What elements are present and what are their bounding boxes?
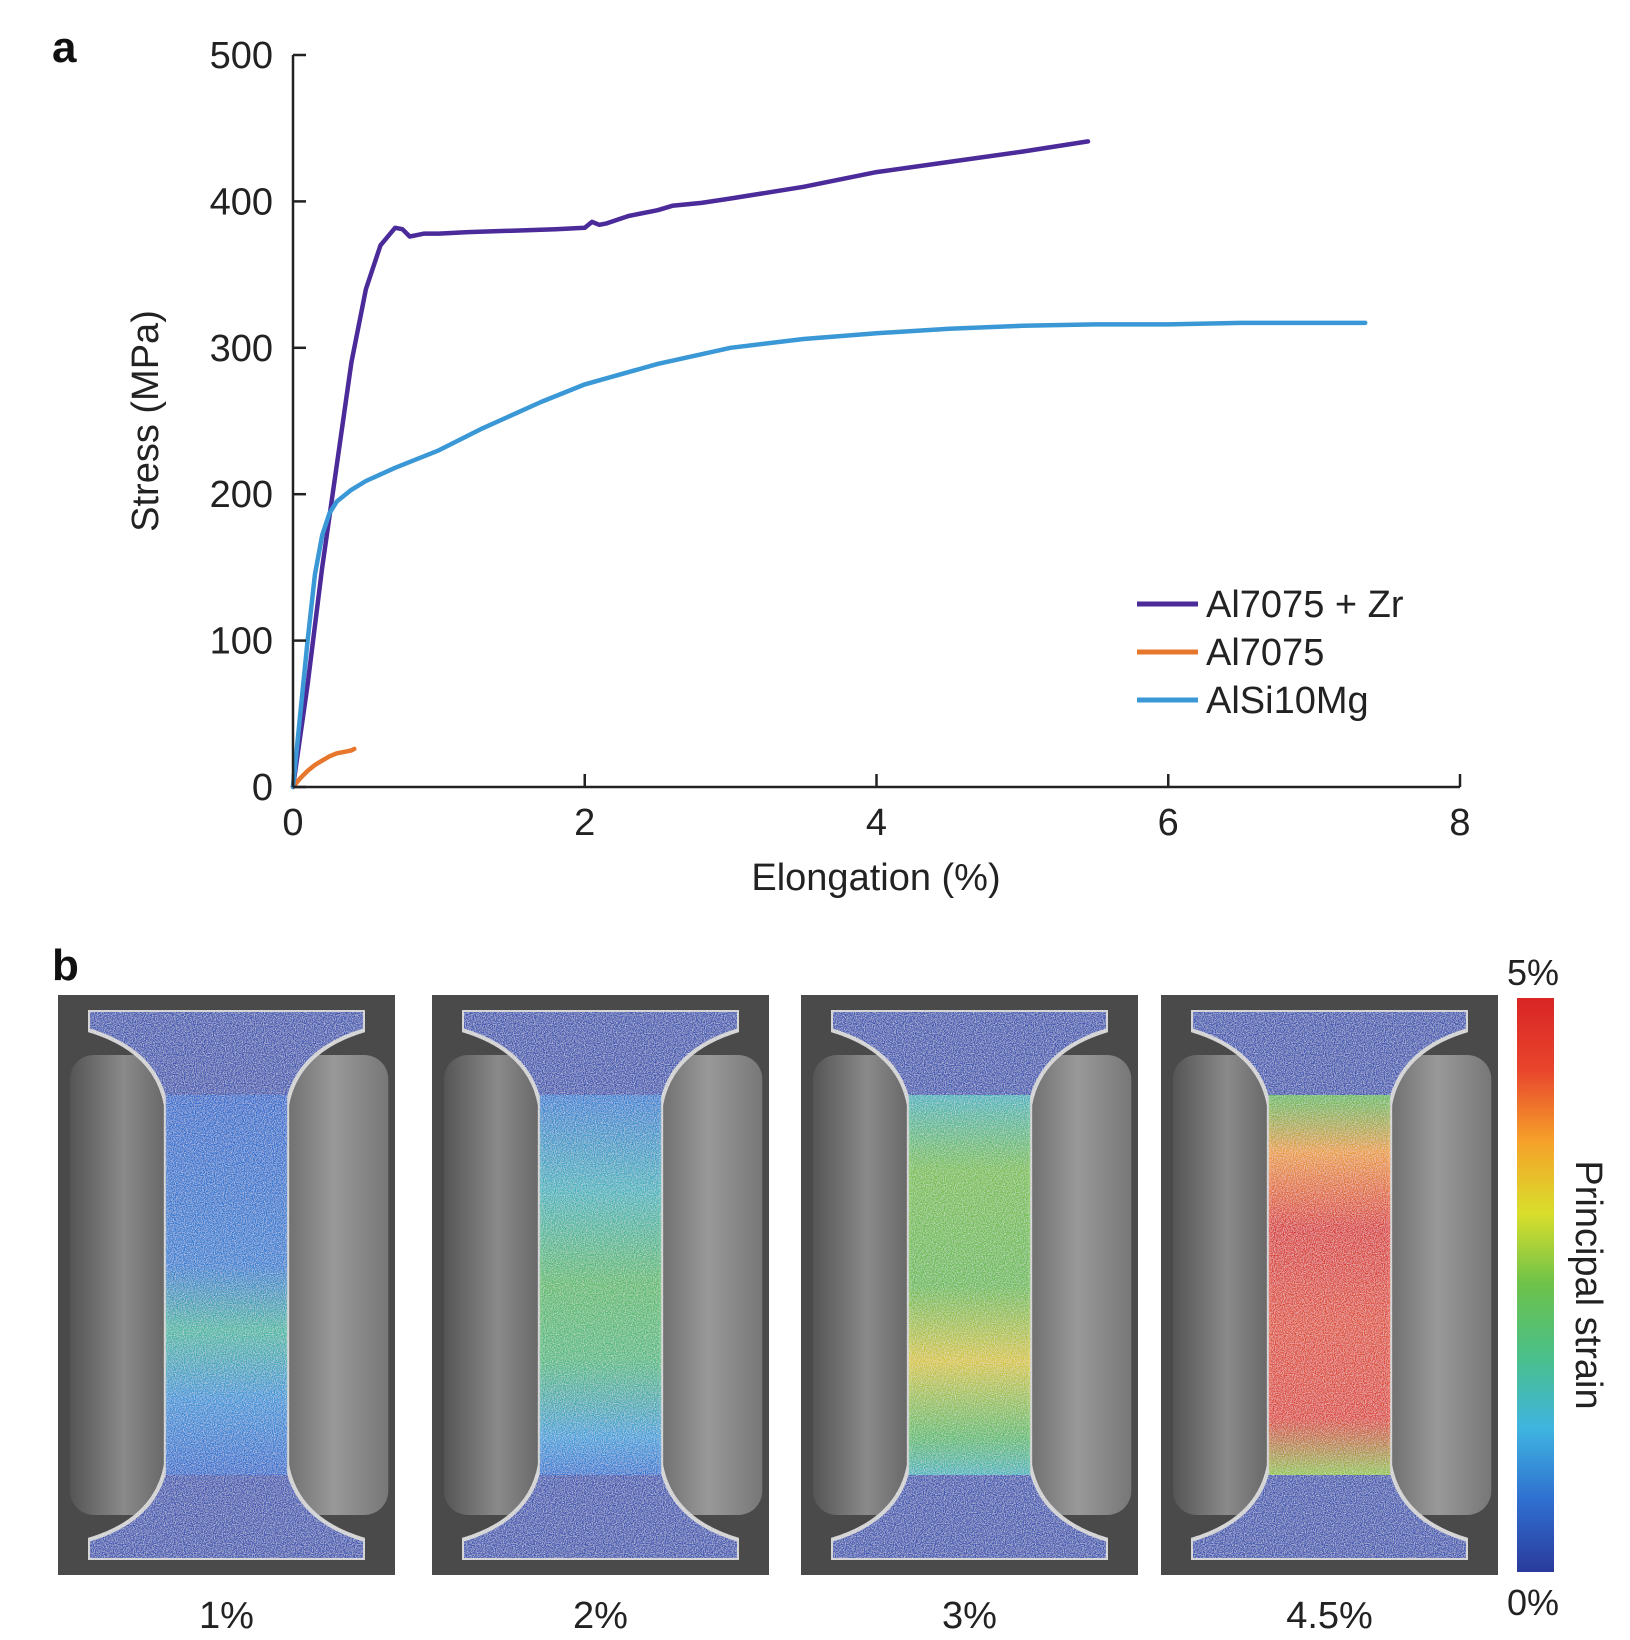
legend-label: Al7075 xyxy=(1206,632,1324,674)
x-axis-title: Elongation (%) xyxy=(751,857,1000,899)
strain-field xyxy=(165,1095,288,1475)
specimen-2: 2% xyxy=(432,995,769,1637)
y-tick-label: 100 xyxy=(210,621,273,663)
x-tick-label: 8 xyxy=(1449,802,1470,844)
x-tick-label: 4 xyxy=(866,802,887,844)
grip-left xyxy=(444,1055,552,1515)
strain-field xyxy=(908,1095,1031,1475)
specimen-4: 4.5% xyxy=(1161,995,1498,1637)
grip-left xyxy=(70,1055,178,1515)
panel-a-letter: a xyxy=(52,23,77,72)
grip-right xyxy=(280,1055,389,1515)
grip-left xyxy=(1173,1055,1281,1515)
specimen-1: 1% xyxy=(58,995,395,1637)
colorbar-max-label: 5% xyxy=(1507,952,1559,993)
series-line-1 xyxy=(290,139,1091,790)
grip-left xyxy=(813,1055,921,1515)
y-tick-label: 500 xyxy=(210,35,273,77)
specimen-strain-label: 2% xyxy=(573,1595,628,1637)
specimen-3: 3% xyxy=(801,995,1138,1637)
x-tick-label: 2 xyxy=(574,802,595,844)
series-line-3 xyxy=(290,320,1368,790)
y-tick-label: 200 xyxy=(210,474,273,516)
legend-label: Al7075 + Zr xyxy=(1206,584,1404,626)
specimen-strain-label: 1% xyxy=(199,1595,254,1637)
colorbar-title: Principal strain xyxy=(1567,1160,1609,1409)
y-tick-label: 0 xyxy=(252,767,273,809)
colorbar: 5% 0% Principal strain xyxy=(1507,952,1609,1623)
y-tick-label: 300 xyxy=(210,328,273,370)
series-line-2 xyxy=(290,746,357,790)
strain-field xyxy=(539,1095,662,1475)
colorbar-min-label: 0% xyxy=(1507,1582,1559,1623)
grip-right xyxy=(654,1055,763,1515)
series-layer xyxy=(290,139,1368,790)
legend-label: AlSi10Mg xyxy=(1206,680,1369,722)
legend: Al7075 + Zr Al7075 AlSi10Mg xyxy=(1137,584,1404,722)
strain-field xyxy=(1268,1095,1391,1475)
colorbar-ramp xyxy=(1517,998,1554,1572)
ticks-layer: 0 100 200 300 400 500 0 2 4 6 8 xyxy=(210,35,1471,844)
specimen-images: 1% 2% 3% 4.5% xyxy=(58,995,1498,1637)
y-tick-label: 400 xyxy=(210,181,273,223)
y-axis-title: Stress (MPa) xyxy=(125,310,167,532)
x-tick-label: 0 xyxy=(282,802,303,844)
grip-right xyxy=(1023,1055,1132,1515)
grip-right xyxy=(1383,1055,1492,1515)
specimen-strain-label: 4.5% xyxy=(1286,1595,1373,1637)
panel-b-letter: b xyxy=(52,941,79,990)
x-tick-label: 6 xyxy=(1158,802,1179,844)
stress-strain-chart: 0 100 200 300 400 500 0 2 4 6 8 Stress (MPa) Elong… xyxy=(125,35,1471,899)
specimen-strain-label: 3% xyxy=(942,1595,997,1637)
